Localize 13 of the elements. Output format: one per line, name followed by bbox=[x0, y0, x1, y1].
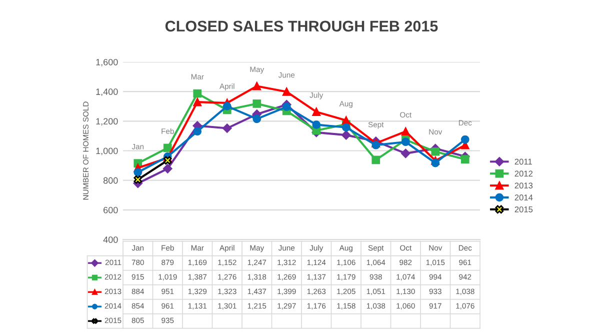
legend-label: 2011 bbox=[514, 158, 532, 165]
legend-label: 2014 bbox=[514, 194, 533, 200]
y-tick-label: 1,200 bbox=[96, 118, 118, 126]
y-tick-label: 1,000 bbox=[96, 148, 118, 156]
legend-label: 2013 bbox=[514, 182, 533, 188]
y-tick-label: 400 bbox=[103, 236, 118, 243]
y-tick-label: 600 bbox=[104, 206, 118, 214]
y-tick-label: 1,400 bbox=[96, 88, 118, 96]
y-tick-label: 1,600 bbox=[96, 58, 118, 66]
text: 2015 bbox=[514, 206, 533, 212]
chart-title: CLOSED SALES THROUGH FEB 2015 bbox=[165, 20, 438, 32]
y-tick-label: 800 bbox=[103, 177, 118, 184]
legend-label: 2012 bbox=[514, 170, 533, 177]
